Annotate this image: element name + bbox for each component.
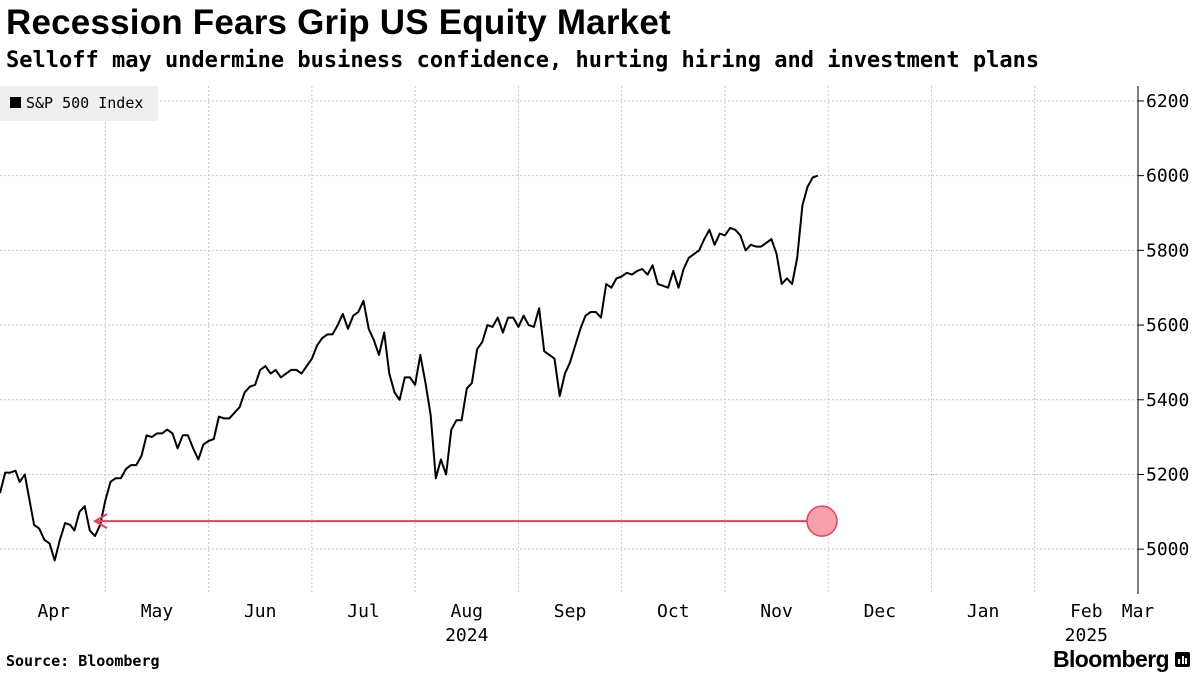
y-tick-label: 6000	[1146, 166, 1189, 187]
legend-background	[0, 86, 158, 121]
x-axis: Apr May Jun Jul Aug Sep Oct Nov Dec Jan Feb Mar 2024…	[37, 601, 1154, 646]
x-tick-label: Jul	[347, 601, 380, 622]
legend-swatch	[10, 97, 21, 108]
x-tick-label: Aug	[451, 601, 484, 622]
y-tick-label: 6200	[1146, 91, 1189, 112]
gridlines	[0, 86, 1138, 594]
series-layer	[0, 174, 819, 562]
annotation-arrowhead	[93, 513, 108, 530]
y-tick-label: 5600	[1146, 315, 1189, 336]
y-tick-label: 5200	[1146, 464, 1189, 485]
x-tick-label: Sep	[554, 601, 587, 622]
chart-title: Recession Fears Grip US Equity Market	[6, 3, 671, 42]
bloomberg-logo: Bloomberg	[1053, 646, 1190, 673]
x-tick-label: Nov	[760, 601, 793, 622]
annotation-layer	[93, 505, 838, 537]
x-tick-label: May	[141, 601, 174, 622]
x-year-label: 2024	[445, 625, 488, 646]
y-tick-label: 5800	[1146, 240, 1189, 261]
x-tick-label: Feb	[1070, 601, 1103, 622]
y-axis: 5000 5200 5400 5600 5800 6000 6200	[1137, 86, 1189, 594]
x-tick-label: Jun	[244, 601, 277, 622]
y-tick-label: 5000	[1146, 539, 1189, 560]
x-year-label: 2025	[1065, 625, 1108, 646]
x-tick-label: Dec	[864, 601, 897, 622]
bloomberg-logo-icon	[1175, 652, 1190, 667]
legend: S&P 500 Index	[0, 86, 158, 121]
x-tick-label: Mar	[1122, 601, 1155, 622]
source-note: Source: Bloomberg	[6, 652, 160, 670]
x-tick-label: Apr	[37, 601, 70, 622]
legend-label: S&P 500 Index	[26, 94, 143, 112]
x-tick-label: Jan	[967, 601, 1000, 622]
y-tick-label: 5400	[1146, 390, 1189, 411]
chart-subtitle: Selloff may undermine business confidenc…	[6, 48, 1040, 73]
series-line-sp500	[0, 174, 819, 562]
brand-name: Bloomberg	[1053, 646, 1170, 672]
x-tick-label: Oct	[657, 601, 690, 622]
annotation-marker	[806, 505, 838, 537]
